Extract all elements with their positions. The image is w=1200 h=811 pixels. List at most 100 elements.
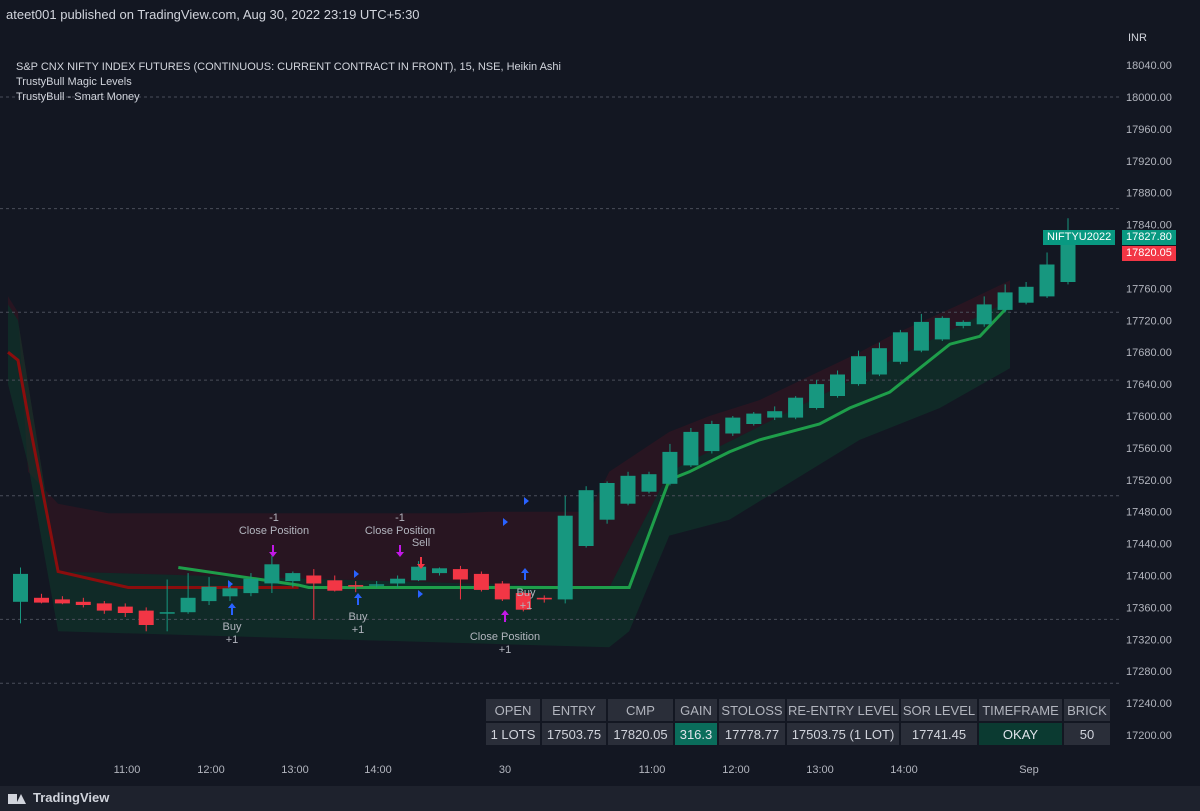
price-tick-label: 17600.00: [1126, 411, 1172, 423]
lower-band: [8, 300, 1010, 648]
signal-label: Close Position: [365, 525, 435, 537]
value-brick: 50: [1064, 723, 1110, 745]
strategy-info-table: OPEN ENTRY CMP GAIN STOLOSS RE-ENTRY LEV…: [484, 697, 1112, 747]
entry-marker-icon: [503, 518, 508, 526]
time-tick-label: 14:00: [890, 764, 918, 776]
candle: [306, 575, 322, 584]
tradingview-logo[interactable]: TradingView: [8, 790, 109, 805]
candle: [75, 601, 91, 605]
signal-label: Buy: [517, 587, 536, 599]
candle: [851, 356, 866, 385]
value-cmp: 17820.05: [608, 723, 673, 745]
price-tick-label: 17240.00: [1126, 698, 1172, 710]
header-sor: SOR LEVEL: [901, 699, 977, 721]
candle: [871, 348, 887, 375]
candle: [788, 397, 804, 418]
tradingview-brand: TradingView: [33, 790, 110, 805]
entry-marker-icon: [228, 580, 233, 588]
entry-marker-icon: [354, 570, 359, 578]
price-tick-label: 17920.00: [1126, 156, 1172, 168]
value-gain: 316.3: [675, 723, 717, 745]
price-tick-label: 17200.00: [1126, 730, 1172, 742]
close-short-arrow-icon: [269, 545, 277, 557]
candle: [892, 332, 908, 362]
price-tick-label: 18040.00: [1126, 60, 1172, 72]
time-tick-label: 12:00: [722, 764, 750, 776]
publisher-info: ateet001 published on TradingView.com, A…: [6, 7, 420, 22]
candle: [54, 599, 70, 604]
header-open: OPEN: [486, 699, 540, 721]
candle: [494, 583, 510, 600]
candle: [1060, 234, 1076, 282]
value-entry: 17503.75: [542, 723, 606, 745]
signal-label: Buy: [349, 611, 368, 623]
header-gain: GAIN: [675, 699, 717, 721]
signal-label: -1: [269, 512, 279, 524]
candle: [348, 585, 364, 587]
candle: [515, 593, 531, 610]
candle: [473, 573, 489, 590]
buy-arrow-icon: [228, 603, 236, 615]
time-tick-label: 30: [499, 764, 511, 776]
price-axis[interactable]: 18040.00 18000.00 17960.00 17920.00 17880.00…: [1122, 28, 1200, 783]
price-tick-label: 18000.00: [1126, 92, 1172, 104]
sell-arrow-icon: [417, 557, 425, 569]
candle: [578, 490, 594, 546]
price-tick-label: 17640.00: [1126, 379, 1172, 391]
entry-marker-icon: [524, 497, 529, 505]
price-tick-label: 17880.00: [1126, 188, 1172, 200]
signal-label: +1: [499, 644, 512, 656]
header-reentry: RE-ENTRY LEVEL: [787, 699, 899, 721]
candle: [411, 566, 427, 581]
price-tick-label: 17840.00: [1126, 220, 1172, 232]
candle: [327, 580, 343, 591]
candle: [913, 321, 929, 351]
candle: [809, 384, 825, 408]
chart-area[interactable]: -1 Close Position -1 Close Position Sell Buy +…: [0, 28, 1122, 758]
table-value-row: 1 LOTS 17503.75 17820.05 316.3 17778.77 …: [486, 723, 1110, 745]
time-axis[interactable]: 11:00 12:00 13:00 14:00 30 11:00 12:00 13:00 14:…: [0, 758, 1122, 786]
legend-symbol: S&P CNX NIFTY INDEX FUTURES (CONTINUOUS:…: [16, 61, 561, 73]
candle: [662, 451, 678, 484]
candle: [955, 321, 971, 326]
price-tick-label: 17720.00: [1126, 315, 1172, 327]
candle: [599, 483, 615, 520]
signal-label: -1: [395, 512, 405, 524]
time-tick-label: 14:00: [364, 764, 392, 776]
chart-legend: S&P CNX NIFTY INDEX FUTURES (CONTINUOUS:…: [16, 60, 561, 105]
signal-label: Close Position: [470, 631, 540, 643]
candle: [34, 597, 49, 603]
symbol-price-tag: NIFTYU2022: [1043, 230, 1116, 245]
signal-label: Sell: [412, 537, 430, 549]
candle: [264, 564, 280, 584]
candle: [369, 584, 385, 586]
buy-arrow-icon: [521, 568, 529, 580]
header-timeframe: TIMEFRAME: [979, 699, 1062, 721]
second-price-tag: 17820.05: [1122, 246, 1176, 261]
bottom-bar: TradingView: [0, 786, 1200, 811]
candle: [96, 603, 112, 611]
close-short-arrow-icon: [396, 545, 404, 557]
time-tick-label: 13:00: [281, 764, 309, 776]
value-open: 1 LOTS: [486, 723, 540, 745]
red-trend-line: [7, 351, 299, 589]
candle: [746, 413, 762, 424]
signal-label: Close Position: [239, 525, 309, 537]
candle: [222, 588, 238, 597]
tradingview-logo-icon: [8, 791, 28, 805]
price-tick-label: 17440.00: [1126, 539, 1172, 551]
time-tick-label: 13:00: [806, 764, 834, 776]
candle: [201, 586, 217, 602]
header-entry: ENTRY: [542, 699, 606, 721]
candle: [390, 578, 406, 584]
signal-label: +1: [352, 624, 365, 636]
candle: [725, 417, 741, 434]
price-tick-label: 17760.00: [1126, 283, 1172, 295]
time-tick-label: 11:00: [639, 764, 666, 776]
header-cmp: CMP: [608, 699, 673, 721]
candle: [767, 411, 783, 418]
price-tick-label: 17360.00: [1126, 602, 1172, 614]
price-tick-label: 17680.00: [1126, 347, 1172, 359]
candle: [432, 568, 447, 574]
